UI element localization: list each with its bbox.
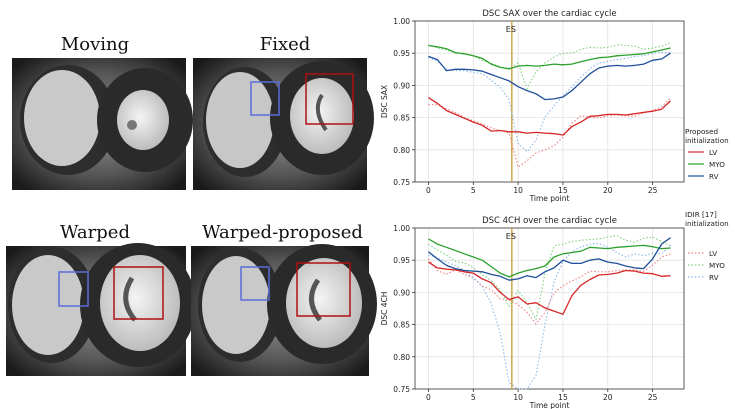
y-tick-label: 1.00 (393, 17, 410, 26)
y-tick-label: 0.75 (393, 178, 410, 187)
chart-title: DSC 4CH over the cardiac cycle (482, 216, 617, 226)
x-tick-label: 10 (513, 186, 523, 195)
roi-rv-box (58, 271, 89, 307)
legend-label-myo-idir: MYO (709, 261, 725, 270)
roi-lv-box (113, 266, 164, 320)
es-marker-label: ES (506, 232, 516, 241)
mri-warped-proposed-image (191, 244, 377, 376)
x-axis-label: Time point (529, 401, 570, 409)
series-line-rv (427, 237, 671, 281)
mri-fixed-image (193, 58, 374, 190)
legend-proposed: Proposed initialization LV MYO RV (685, 127, 735, 183)
series-line-lv (428, 261, 671, 315)
legend-proposed-entries: LV MYO RV (688, 148, 725, 181)
x-tick-label: 5 (471, 186, 476, 195)
x-tick-label: 10 (513, 393, 523, 402)
x-tick-label: 20 (603, 186, 613, 195)
x-tick-label: 15 (558, 186, 568, 195)
legend-idir-title: IDIR [17] (685, 210, 717, 219)
roi-lv-box (296, 262, 351, 317)
x-tick-label: 0 (426, 393, 431, 402)
plot-frame (414, 227, 685, 390)
y-tick-label: 0.95 (393, 49, 410, 58)
series-line-myo-idir (428, 235, 671, 320)
series-line-rv-idir (428, 242, 671, 390)
mri-warped-image (6, 243, 196, 376)
y-tick-label: 0.95 (393, 256, 410, 265)
chart-title: DSC SAX over the cardiac cycle (482, 9, 616, 19)
y-tick-label: 0.85 (393, 321, 410, 330)
panel-label-moving: Moving (60, 34, 130, 55)
x-tick-label: 20 (603, 393, 613, 402)
y-axis-label: DSC 4CH (380, 292, 389, 326)
x-tick-label: 5 (471, 393, 476, 402)
legend-proposed-title: Proposed (685, 127, 719, 136)
legend-label-lv-idir: LV (709, 249, 717, 258)
legend-idir-subtitle: initialization (685, 218, 729, 228)
legend-idir: IDIR [17] initialization LV MYO RV (685, 210, 735, 284)
series-line-rv (428, 52, 671, 101)
y-tick-label: 0.90 (393, 81, 410, 90)
roi-rv-box (250, 81, 280, 116)
x-axis-label: Time point (529, 194, 570, 203)
es-marker-label: ES (506, 25, 516, 34)
roi-rv-box (240, 266, 270, 301)
roi-lv-box (305, 73, 354, 125)
legend-idir-entries: LV MYO RV (688, 249, 725, 282)
mri-moving-image (12, 58, 193, 190)
y-tick-label: 0.75 (393, 385, 410, 394)
legend-label-rv: RV (709, 172, 719, 181)
legend-label-rv-idir: RV (709, 273, 719, 282)
series-line-lv-idir (428, 97, 671, 168)
y-tick-label: 0.85 (393, 114, 410, 123)
x-tick-label: 15 (558, 393, 568, 402)
series-line-rv-idir (428, 52, 671, 153)
panel-label-fixed: Fixed (259, 34, 311, 55)
x-tick-label: 0 (426, 186, 431, 195)
panel-label-warped-proposed: Warped-proposed (202, 222, 363, 243)
legend-proposed-subtitle: initialization (685, 135, 729, 145)
legend-label-myo: MYO (709, 160, 725, 169)
y-tick-label: 1.00 (393, 224, 410, 233)
plot-frame (414, 20, 685, 183)
y-axis-label: DSC SAX (380, 85, 389, 118)
x-tick-label: 25 (648, 393, 658, 402)
y-tick-label: 0.80 (393, 353, 410, 362)
legend-label-lv: LV (709, 148, 717, 157)
series-line-lv (428, 97, 671, 136)
series-line-myo (428, 44, 671, 70)
panel-label-warped: Warped (60, 222, 130, 243)
series-line-myo (428, 238, 671, 278)
series-line-lv-idir (427, 253, 671, 325)
y-tick-label: 0.90 (393, 288, 410, 297)
y-tick-label: 0.80 (393, 146, 410, 155)
x-tick-label: 25 (648, 186, 658, 195)
